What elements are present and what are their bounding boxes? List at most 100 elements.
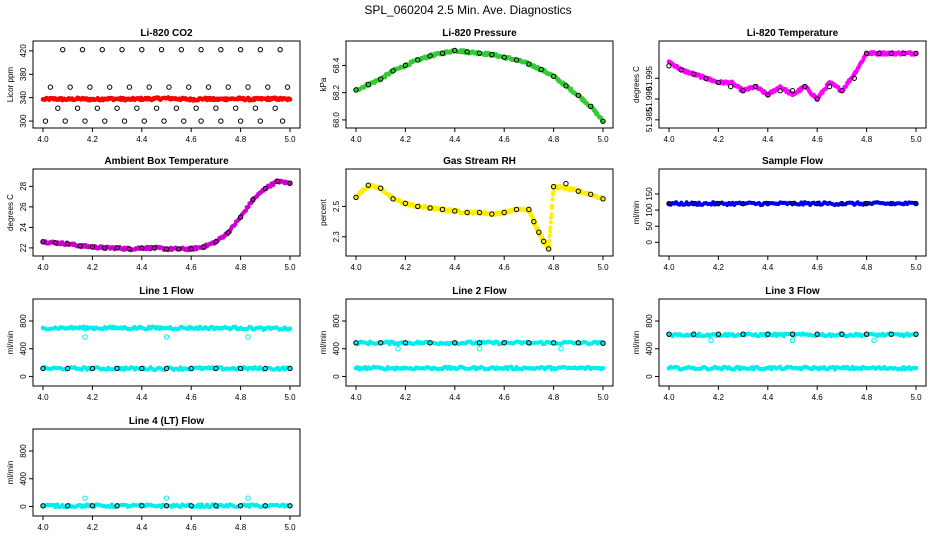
x-tick-label: 4.0 xyxy=(37,135,49,144)
data-points xyxy=(353,47,606,124)
data-point xyxy=(99,46,105,53)
x-tick-label: 4.4 xyxy=(136,523,148,532)
data-point xyxy=(714,366,719,371)
data-point xyxy=(257,118,264,124)
data-point xyxy=(237,214,244,220)
panel-line3: Line 3 Flow 4.0 4.2 4.4 4.6 4.8 5.0 0 400 800 ml/m… xyxy=(632,286,927,402)
y-tick-label: 100 xyxy=(645,203,654,217)
data-point xyxy=(789,331,796,337)
y-tick-label: 51.990 xyxy=(645,86,654,111)
x-tick-label: 5.0 xyxy=(284,393,296,402)
data-point xyxy=(205,84,212,90)
x-tick-label: 4.8 xyxy=(548,393,560,402)
y-axis-label: ml/min xyxy=(6,461,15,485)
data-point xyxy=(225,84,231,90)
x-tick-label: 4.6 xyxy=(499,135,511,144)
data-point xyxy=(427,205,433,211)
data-point xyxy=(550,73,557,80)
data-point xyxy=(526,340,532,346)
data-point xyxy=(378,185,384,191)
data-point xyxy=(113,326,118,331)
data-point xyxy=(402,340,409,346)
data-point xyxy=(286,327,291,332)
y-tick-label: 0 xyxy=(19,374,28,379)
y-tick-label: 51.985 xyxy=(645,107,654,132)
x-tick-label: 4.0 xyxy=(37,263,49,272)
data-point xyxy=(237,46,244,53)
data-point xyxy=(401,365,406,370)
data-point xyxy=(237,118,244,124)
data-point xyxy=(88,325,93,330)
x-tick-label: 4.6 xyxy=(499,393,511,402)
data-point xyxy=(87,84,93,90)
data-points xyxy=(40,324,293,372)
x-tick-label: 4.4 xyxy=(136,263,148,272)
data-point xyxy=(439,206,446,213)
data-point xyxy=(575,340,581,346)
y-axis-label: kPa xyxy=(319,77,328,91)
x-tick-label: 4.4 xyxy=(449,393,461,402)
data-point xyxy=(600,196,606,202)
data-point xyxy=(551,189,556,194)
x-tick-label: 5.0 xyxy=(910,393,922,402)
data-point xyxy=(218,118,224,124)
data-point xyxy=(353,194,359,201)
data-point xyxy=(243,208,248,213)
data-point xyxy=(888,50,894,57)
series-1-sec-high xyxy=(40,324,293,333)
data-point xyxy=(213,503,219,509)
data-point xyxy=(353,340,359,346)
data-point xyxy=(114,245,120,251)
data-point xyxy=(666,63,672,69)
x-tick-label: 4.2 xyxy=(400,393,412,402)
data-point xyxy=(200,244,207,250)
series-1-sec-low xyxy=(666,364,919,372)
data-point xyxy=(272,105,278,111)
y-tick-label: 0 xyxy=(19,504,28,509)
data-point xyxy=(550,340,557,346)
data-point xyxy=(198,118,204,124)
data-point xyxy=(789,88,796,94)
data-point xyxy=(813,365,818,370)
data-point xyxy=(237,503,244,509)
data-point xyxy=(452,208,458,214)
y-tick-label: 150 xyxy=(645,187,654,201)
data-point xyxy=(102,245,108,251)
data-point xyxy=(715,200,722,207)
data-point xyxy=(715,331,722,337)
data-point xyxy=(365,81,372,88)
y-axis-label: degrees C xyxy=(6,194,15,231)
data-point xyxy=(82,334,88,340)
panel-pressure: Li-820 Pressure 4.0 4.2 4.4 4.6 4.8 5.0 68.0 68.… xyxy=(319,28,614,144)
panel-title: Line 1 Flow xyxy=(139,286,194,297)
data-point xyxy=(65,503,71,509)
x-tick-label: 4.8 xyxy=(548,263,560,272)
x-tick-label: 4.0 xyxy=(350,135,362,144)
data-point xyxy=(218,46,224,53)
data-point xyxy=(851,75,857,81)
panel-co2: Li-820 CO2 4.0 4.2 4.4 4.6 4.8 5.0 300 340 380 420… xyxy=(6,28,301,144)
data-point xyxy=(213,239,219,245)
data-point xyxy=(547,233,552,239)
series-2-5-min-avg xyxy=(666,50,919,102)
x-tick-label: 4.8 xyxy=(235,393,247,402)
data-point xyxy=(188,365,194,372)
x-tick-label: 4.8 xyxy=(861,263,873,272)
data-point xyxy=(236,326,241,331)
panel-title: Sample Flow xyxy=(762,156,823,167)
data-point xyxy=(600,340,606,346)
data-point xyxy=(708,337,714,344)
series-2-5-min-avg xyxy=(353,340,606,346)
series-1-sec-high xyxy=(353,339,606,347)
data-point xyxy=(198,46,204,53)
x-tick-label: 4.6 xyxy=(186,393,198,402)
y-tick-label: 68.0 xyxy=(332,112,341,128)
data-point xyxy=(689,365,695,370)
data-point xyxy=(79,46,86,53)
x-tick-label: 4.6 xyxy=(812,393,824,402)
data-point xyxy=(277,46,283,53)
data-point xyxy=(912,365,917,370)
data-point xyxy=(426,365,431,370)
data-point xyxy=(678,67,685,73)
x-tick-label: 4.0 xyxy=(350,263,362,272)
